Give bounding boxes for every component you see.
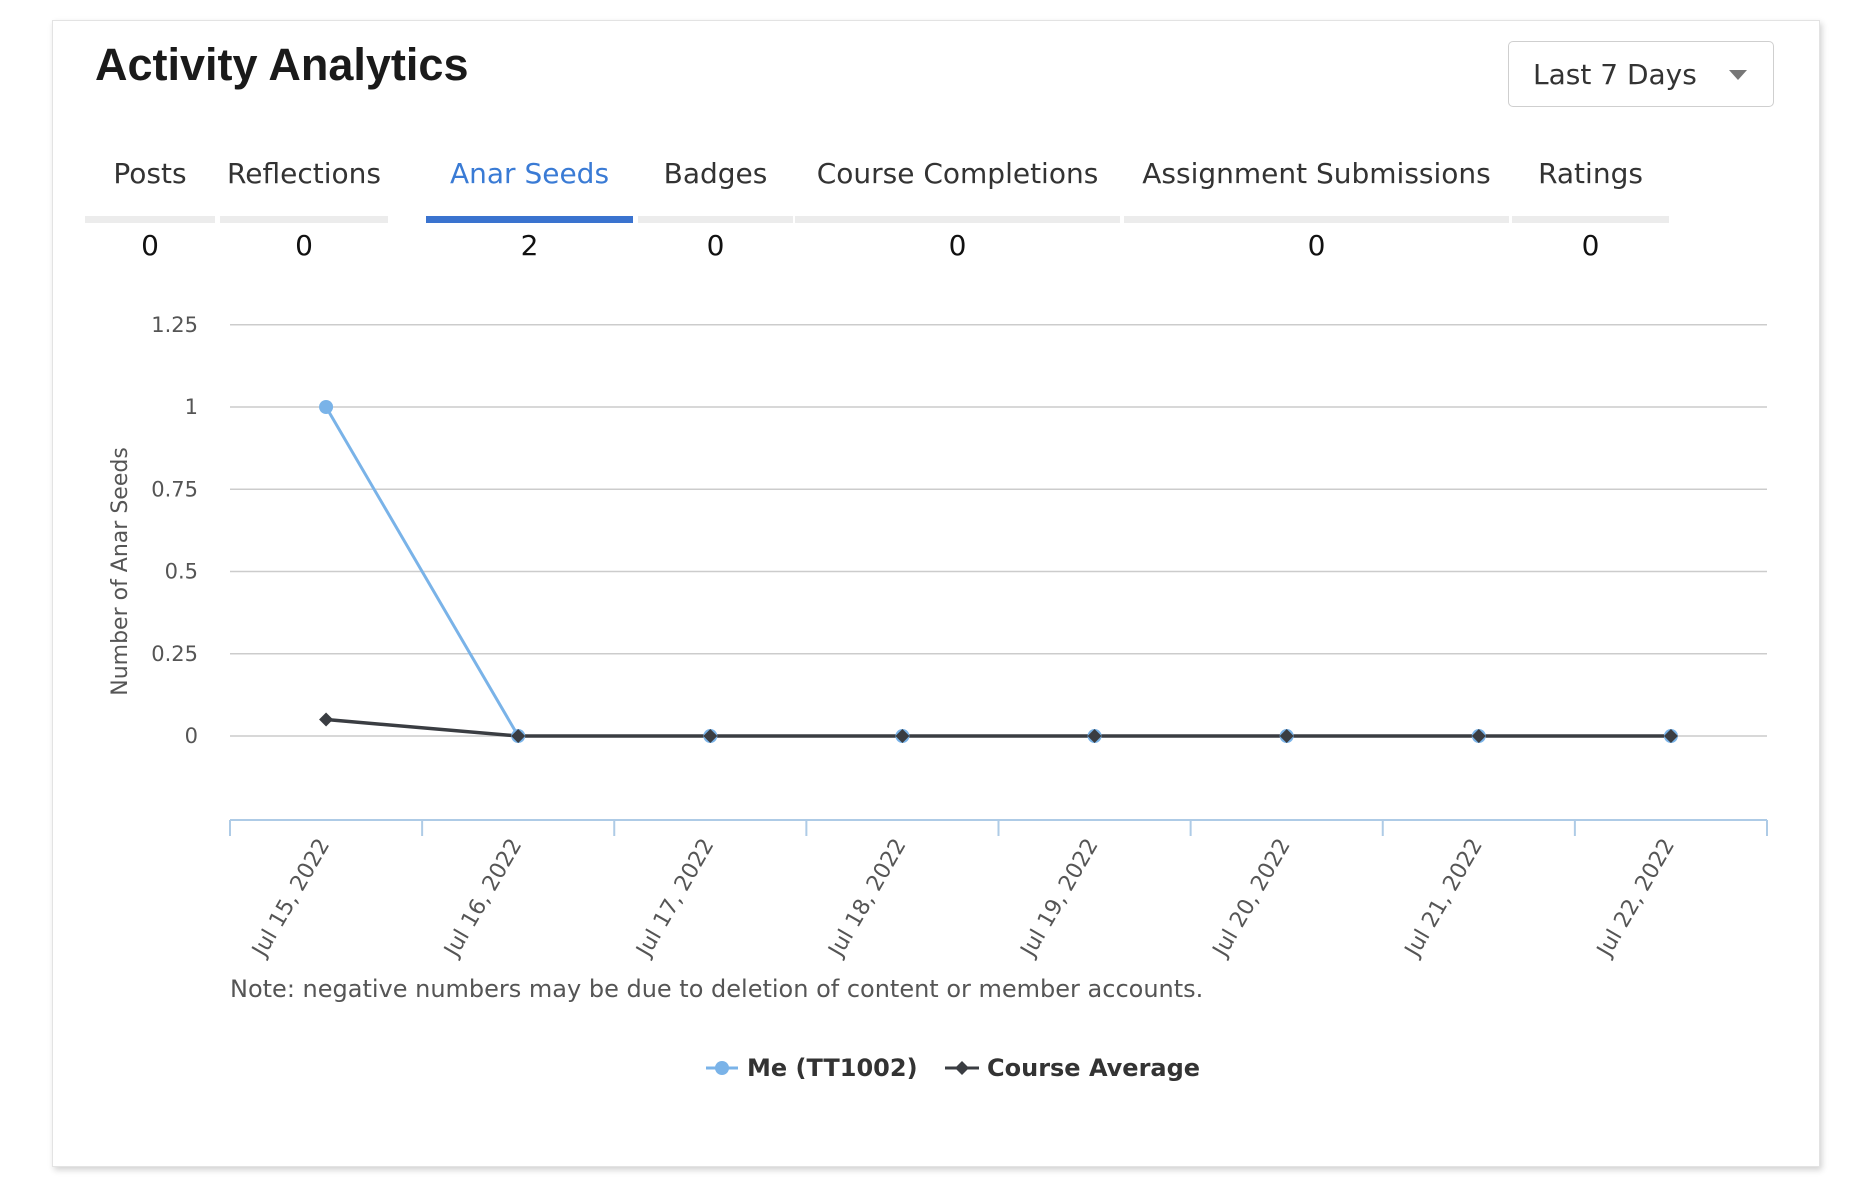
tab-underline xyxy=(795,216,1120,223)
series-line-course-average xyxy=(325,717,1671,738)
tab-count-badges: 0 xyxy=(706,229,725,262)
tab-label: Course Completions xyxy=(816,157,1099,190)
x-tick-label: Jul 15, 2022 xyxy=(247,835,335,963)
tab-underline xyxy=(638,216,793,223)
x-tick-label: Jul 16, 2022 xyxy=(439,835,527,963)
y-tick-label: 0.75 xyxy=(151,477,198,501)
tab-count-ratings: 0 xyxy=(1581,229,1600,262)
tab-underline xyxy=(85,216,215,223)
y-tick-label: 1 xyxy=(185,395,198,419)
legend-marker-course-average xyxy=(955,1061,969,1075)
x-tick-label: Jul 22, 2022 xyxy=(1592,835,1680,963)
tab-posts[interactable]: Posts xyxy=(85,151,215,245)
tab-reflections[interactable]: Reflections xyxy=(220,151,388,245)
tab-label: Reflections xyxy=(227,157,381,190)
date-range-select[interactable]: Last 7 Days xyxy=(1508,41,1774,107)
tab-label: Badges xyxy=(663,157,768,190)
chevron-down-icon xyxy=(1729,70,1747,80)
data-point-course-average xyxy=(1087,729,1102,743)
data-point-course-average xyxy=(895,729,910,743)
tab-count-reflections: 0 xyxy=(295,229,313,262)
x-tick-label: Jul 17, 2022 xyxy=(631,835,719,963)
y-tick-label: 0.5 xyxy=(165,560,198,584)
x-tick-label: Jul 19, 2022 xyxy=(1015,835,1103,963)
chart-note: Note: negative numbers may be due to del… xyxy=(230,975,1204,1003)
tab-assignment-submissions[interactable]: Assignment Submissions xyxy=(1124,151,1509,245)
activity-analytics-card: Activity Analytics Last 7 Days Posts Ref… xyxy=(52,20,1820,1167)
data-point-course-average xyxy=(703,729,718,743)
y-tick-label: 0.25 xyxy=(151,642,198,666)
data-point-course-average xyxy=(1471,729,1486,743)
tab-label: Ratings xyxy=(1538,157,1643,190)
tab-label: Anar Seeds xyxy=(449,157,610,190)
y-tick-label: 0 xyxy=(185,724,198,748)
data-point-course-average xyxy=(319,712,334,727)
page-title: Activity Analytics xyxy=(95,39,469,90)
legend-label-me: Me (TT1002) xyxy=(747,1054,918,1082)
y-axis-label: Number of Anar Seeds xyxy=(108,447,133,696)
tab-underline xyxy=(1124,216,1509,223)
tab-underline xyxy=(1512,216,1669,223)
data-point-course-average xyxy=(1279,729,1294,743)
line-chart: 1.25 1 0.75 0.5 0.25 0 Number of Anar Seeds Jul… xyxy=(108,313,1768,1082)
date-range-selected: Last 7 Days xyxy=(1533,58,1697,91)
x-tick-label: Jul 18, 2022 xyxy=(823,835,911,963)
data-point-course-average xyxy=(1663,729,1678,743)
tab-anar-seeds[interactable]: Anar Seeds xyxy=(426,151,633,245)
x-tick-label: Jul 20, 2022 xyxy=(1207,835,1295,963)
tab-label: Assignment Submissions xyxy=(1142,157,1491,190)
tab-label: Posts xyxy=(113,157,187,190)
tab-ratings[interactable]: Ratings xyxy=(1512,151,1669,245)
y-tick-label: 1.25 xyxy=(151,313,198,337)
tab-underline-active xyxy=(426,216,633,223)
tab-count-posts: 0 xyxy=(141,229,159,262)
tab-underline xyxy=(220,216,388,223)
data-point-me xyxy=(319,400,334,414)
tab-count-anar-seeds: 2 xyxy=(520,229,539,262)
legend-label-course-average: Course Average xyxy=(987,1054,1200,1082)
legend-marker-me xyxy=(715,1061,729,1075)
data-point-course-average xyxy=(511,729,526,743)
x-tick-label: Jul 21, 2022 xyxy=(1400,835,1488,963)
tab-course-completions[interactable]: Course Completions xyxy=(795,151,1120,245)
tab-badges[interactable]: Badges xyxy=(638,151,793,245)
tab-count-assignment-submissions: 0 xyxy=(1307,229,1326,262)
tab-count-course-completions: 0 xyxy=(948,229,967,262)
